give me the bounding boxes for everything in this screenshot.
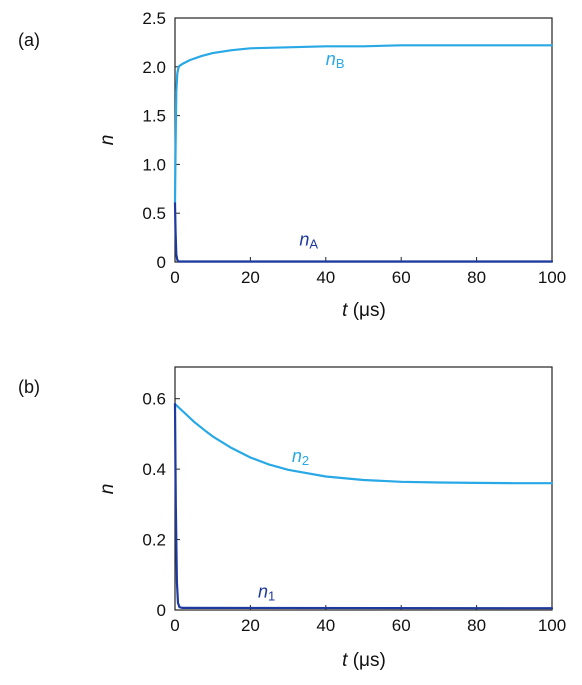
panel-a-y-tick-label: 1.0 xyxy=(142,155,166,174)
panel-a-xlabel-var: t xyxy=(342,300,348,321)
series-label-nB: nB xyxy=(326,49,345,71)
panel-a-y-tick-label: 2.0 xyxy=(142,58,166,77)
panel-b-y-tick-label: 0 xyxy=(157,601,166,620)
panel-a-x-tick-label: 100 xyxy=(538,268,566,287)
panel-a-x-tick-label: 60 xyxy=(392,268,411,287)
panel-a-ylabel: n xyxy=(97,135,118,146)
panel-a-label: (a) xyxy=(18,30,40,50)
panel-a-y-tick-label: 2.5 xyxy=(142,9,166,28)
panel-a-ylabel-var: n xyxy=(97,135,118,146)
panel-b-plot-frame xyxy=(174,366,553,611)
panel-a-plot-frame xyxy=(174,17,553,263)
panel-b-ylabel: n xyxy=(97,484,118,495)
panel-b-y-tick-label: 0.2 xyxy=(142,531,166,550)
series-label-n2: n2 xyxy=(292,446,309,468)
panel-b-label: (b) xyxy=(18,377,40,397)
panel-b: (b) n t (μs) 0 20 40 60 80 100 00.20.40.6 n2n… xyxy=(18,366,566,671)
panel-a-y-tick-label: 0 xyxy=(157,253,166,272)
panel-a-x-tick-label: 80 xyxy=(467,268,486,287)
panel-a-y-tick-label: 1.5 xyxy=(142,107,166,126)
panel-b-y-tick-label: 0.6 xyxy=(142,390,166,409)
panel-b-xlabel: t (μs) xyxy=(342,650,386,671)
series-label-nA: nA xyxy=(299,229,318,251)
panel-b-x-tick-label: 60 xyxy=(392,616,411,635)
panel-b-xlabel-unit: (μs) xyxy=(353,650,386,671)
panel-b-lines xyxy=(173,402,554,610)
panel-b-series-labels: n2 n1 xyxy=(258,446,309,604)
panel-b-ylabel-var: n xyxy=(97,484,118,495)
series-line-n1 xyxy=(173,402,554,610)
panel-b-y-ticks: 0 0.2 0.4 0.6 xyxy=(142,390,180,620)
panel-a-xlabel: t (μs) xyxy=(342,300,386,321)
panel-b-x-tick-label: 20 xyxy=(241,616,260,635)
panel-a-x-ticks: 0 20 40 60 80 100 xyxy=(170,257,566,287)
panel-a-lines xyxy=(173,44,554,263)
panel-b-x-tick-label: 80 xyxy=(467,616,486,635)
panel-b-x-ticks: 0 20 40 60 80 100 xyxy=(170,605,566,635)
panel-a-x-tick-label: 0 xyxy=(170,268,179,287)
series-label-n1: n1 xyxy=(258,582,275,604)
series-line-nA xyxy=(173,202,554,263)
panel-a-y-tick-label: 0.5 xyxy=(142,204,166,223)
panel-b-xlabel-var: t xyxy=(342,650,348,671)
panel-b-x-tick-label: 40 xyxy=(316,616,335,635)
series-line-nB xyxy=(173,44,554,205)
panel-a: (a) n t (μs) 0 20 40 60 80 100 0 0.5 1.0 1.5 2.0 2… xyxy=(18,9,566,321)
panel-a-x-tick-label: 40 xyxy=(316,268,335,287)
panel-b-x-tick-label: 100 xyxy=(538,616,566,635)
panel-a-series-labels: nB nA xyxy=(299,49,344,252)
panel-a-y-ticks: 0 0.5 1.0 1.5 2.0 2.5 xyxy=(142,9,180,272)
panel-b-x-tick-label: 0 xyxy=(170,616,179,635)
panel-b-y-tick-label: 0.4 xyxy=(142,460,166,479)
panel-a-xlabel-unit: (μs) xyxy=(353,300,386,321)
panel-a-x-tick-label: 20 xyxy=(241,268,260,287)
series-line-n2 xyxy=(173,402,554,485)
